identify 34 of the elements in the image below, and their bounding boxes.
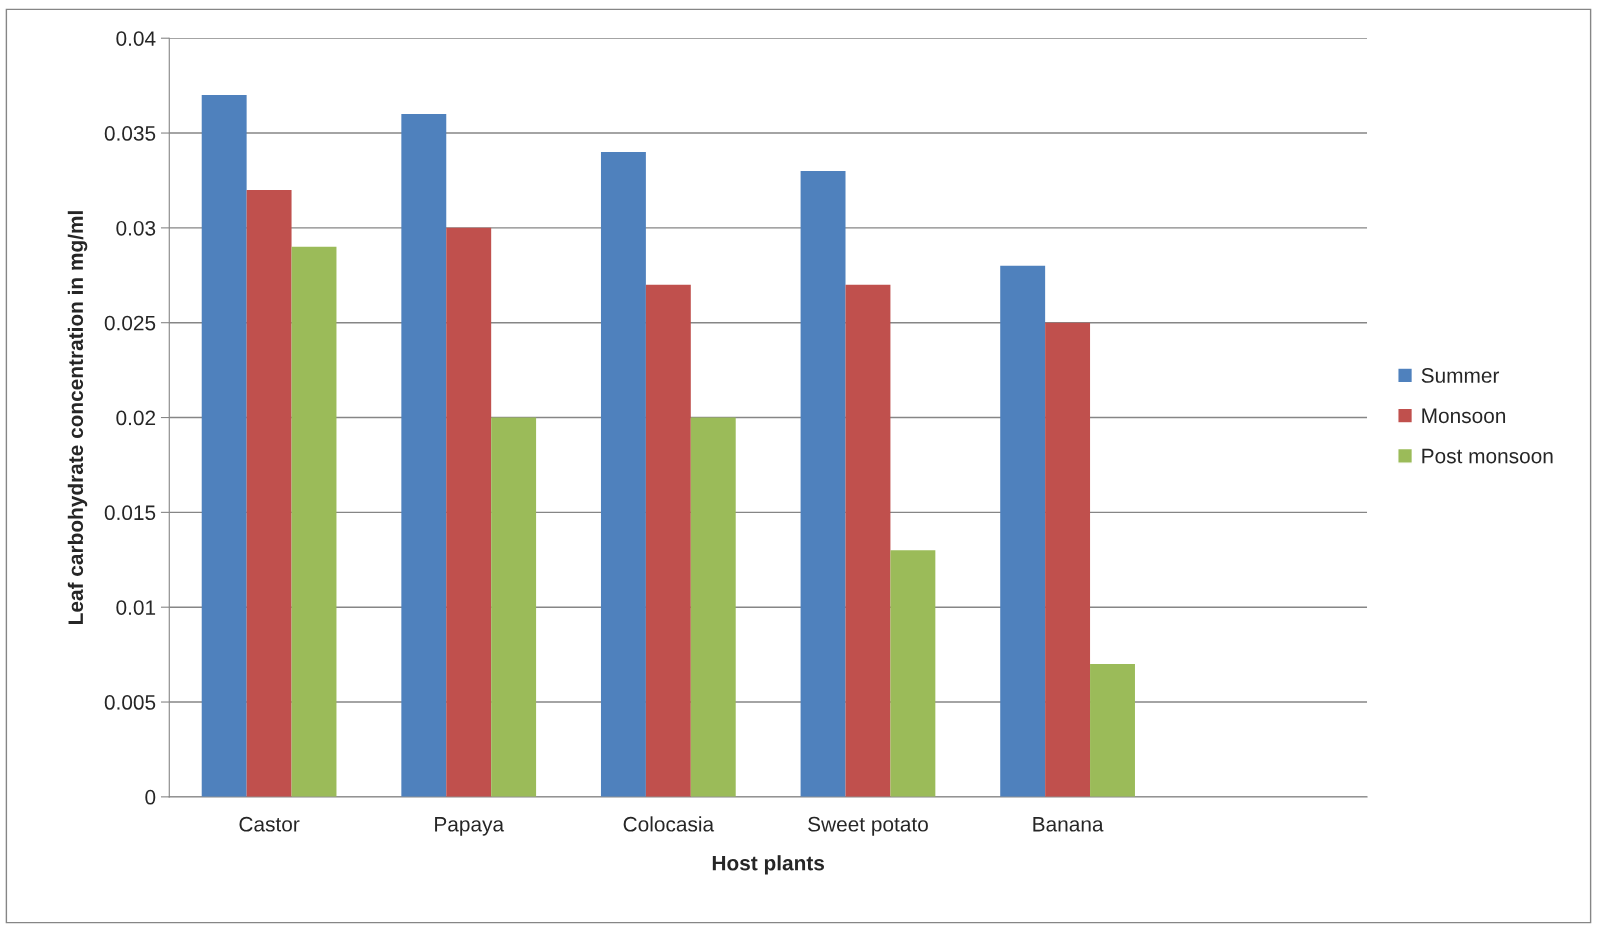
y-tick-label: 0.015: [104, 505, 156, 521]
x-tick-label: Colocasia: [623, 816, 715, 832]
x-tick-label: Papaya: [435, 817, 505, 836]
bar: [491, 417, 537, 797]
bar: [1045, 322, 1091, 797]
y-tick-label: 0.02: [116, 410, 156, 426]
y-tick-label: 0: [145, 789, 156, 805]
bar: [1000, 265, 1046, 797]
bar: [201, 95, 247, 797]
bar: [291, 246, 337, 797]
legend-label: Monsoon: [1422, 408, 1506, 424]
bar: [446, 227, 492, 797]
y-tick-label: 0.005: [104, 695, 156, 710]
x-tick-label: Castor: [239, 816, 300, 832]
legend-label: Post monsoon: [1422, 448, 1553, 464]
y-tick-label: 0.01: [116, 600, 156, 615]
x-tick-label: Sweet potato: [808, 816, 928, 836]
y-tick-label: 0.04: [116, 31, 156, 46]
bar: [890, 550, 936, 797]
y-tick-label: 0.035: [104, 126, 156, 141]
y-tick-label: 0.025: [104, 315, 156, 331]
x-tick-label: Banana: [1033, 817, 1104, 832]
bar: [401, 114, 447, 797]
x-axis-title: Host plants: [712, 855, 825, 875]
legend-label: Summer: [1421, 368, 1500, 383]
bar: [645, 284, 691, 797]
y-axis-title: Leaf carbohydrate concentration in mg/ml: [67, 211, 88, 624]
bar: [600, 152, 646, 797]
bar: [845, 284, 891, 797]
bar: [800, 170, 846, 797]
y-tick-label: 0.03: [116, 220, 156, 236]
bar: [246, 189, 292, 797]
bar: [1090, 664, 1135, 797]
bar: [690, 417, 736, 797]
